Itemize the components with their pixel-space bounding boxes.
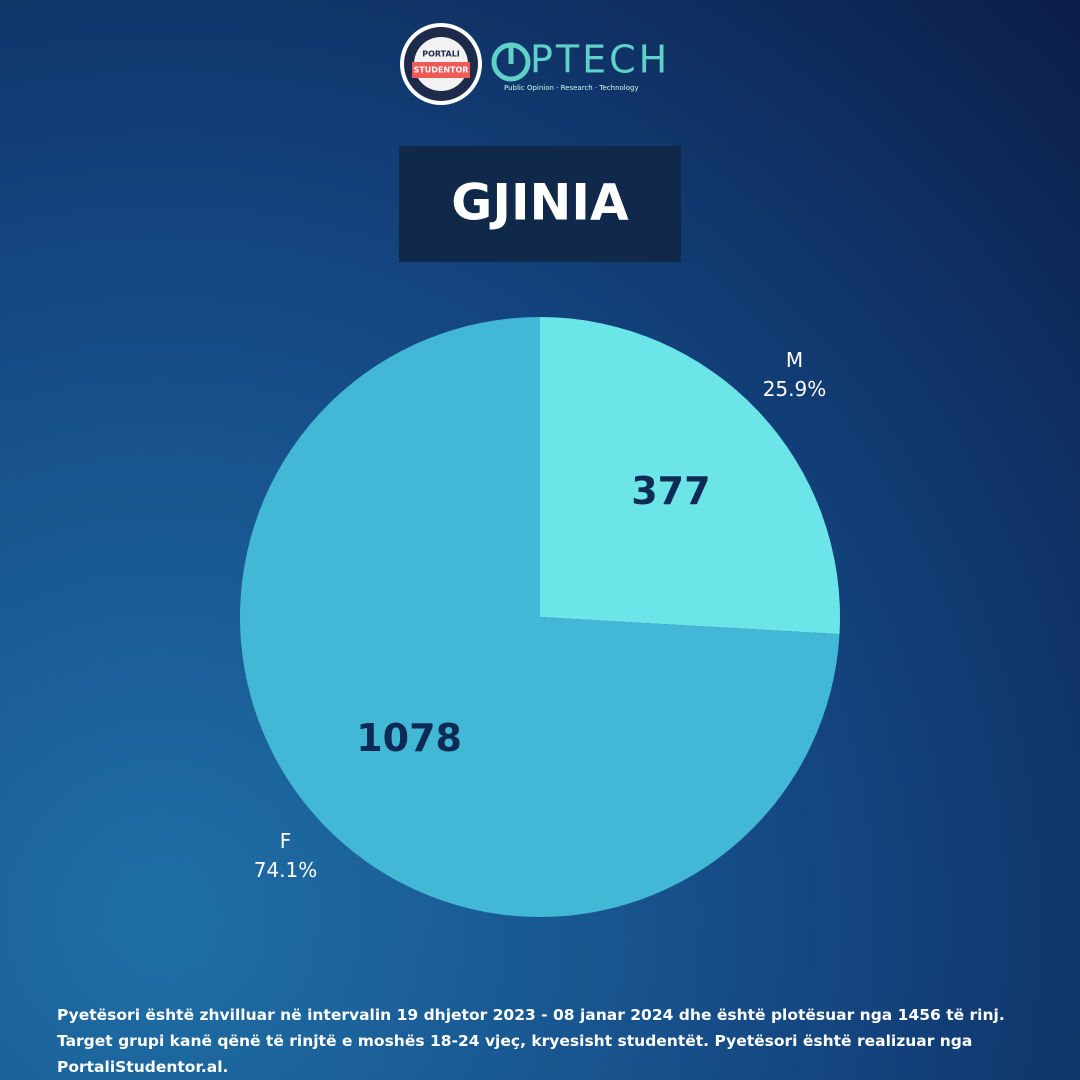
category-label: M (786, 348, 803, 372)
category-label: F (280, 829, 292, 853)
brand: PTECH (530, 38, 670, 82)
portali-logo: PORTALI STUDENTOR (400, 23, 482, 105)
value-label: 1078 (356, 716, 462, 760)
optech-logo: PTECH Public Opinion · Research · Techno… (491, 38, 670, 92)
tagline: Public Opinion · Research · Technology (504, 84, 639, 92)
pie-slice (239, 317, 840, 917)
logo-band (412, 62, 470, 78)
footnote: Pyetësori është zhvilluar në intervalin … (57, 1006, 1005, 1076)
logo-text: STUDENTOR (414, 66, 469, 75)
percent-label: 25.9% (763, 377, 827, 401)
percent-label: 74.1% (254, 858, 318, 882)
logo-text: PORTALI (422, 50, 460, 59)
title-box (399, 146, 681, 262)
value-label: 377 (631, 469, 710, 513)
pie-slice (540, 317, 840, 635)
chart-title: GJINIA (451, 174, 629, 232)
